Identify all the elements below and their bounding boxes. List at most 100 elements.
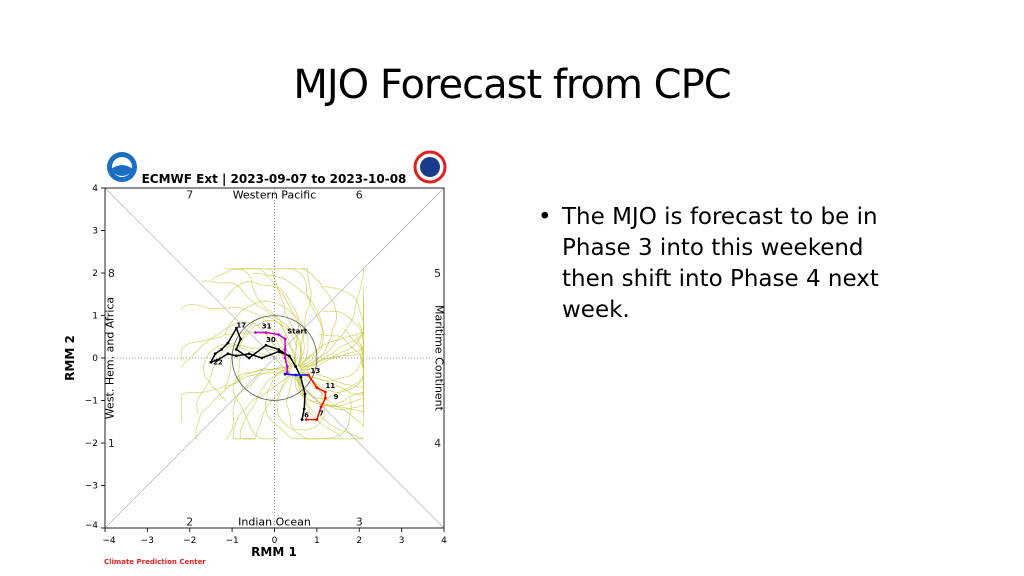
ensemble-line xyxy=(180,331,295,367)
data-point xyxy=(283,348,287,351)
ensemble-line xyxy=(276,373,326,431)
data-point xyxy=(323,390,327,394)
region-label-bottom: Indian Ocean xyxy=(238,516,311,529)
ensemble-line xyxy=(252,272,324,368)
ensemble-line xyxy=(225,366,292,440)
x-tick-label: −2 xyxy=(183,536,196,546)
y-tick-label: 4 xyxy=(92,184,98,194)
bullet-list: • The MJO is forecast to be in Phase 3 i… xyxy=(538,202,898,326)
x-tick-label: 2 xyxy=(356,536,362,546)
data-point xyxy=(294,373,298,377)
data-point xyxy=(220,348,223,351)
ensemble-line xyxy=(296,375,364,440)
ensemble-line xyxy=(232,373,292,440)
ensemble-line xyxy=(235,268,302,367)
point-label: 13 xyxy=(311,367,321,375)
data-point xyxy=(303,392,307,396)
ensemble-members xyxy=(180,268,364,440)
data-point xyxy=(277,348,281,351)
point-label: 9 xyxy=(334,393,339,401)
ensemble-line xyxy=(223,281,305,367)
y-tick-label: −3 xyxy=(85,482,98,492)
ensemble-line xyxy=(224,300,309,368)
bullet-text: The MJO is forecast to be in Phase 3 int… xyxy=(562,204,879,323)
data-point xyxy=(215,358,219,362)
series-forecast-a xyxy=(255,331,288,373)
point-label: 30 xyxy=(266,336,276,344)
phase-label-5: 5 xyxy=(434,267,441,280)
data-point xyxy=(287,354,291,358)
data-point xyxy=(234,348,238,351)
data-point xyxy=(226,341,230,345)
data-point xyxy=(299,375,303,379)
y-axis-label: RMM 2 xyxy=(63,335,77,381)
data-point xyxy=(226,352,230,356)
slide-title: MJO Forecast from CPC xyxy=(293,62,731,108)
data-point xyxy=(239,337,243,341)
data-point xyxy=(283,372,287,376)
point-label: 6 xyxy=(304,412,309,420)
data-point xyxy=(264,331,268,334)
point-label: 11 xyxy=(325,382,335,390)
x-tick-label: −1 xyxy=(225,536,238,546)
bullet-icon: • xyxy=(538,204,552,230)
x-tick-label: −4 xyxy=(102,536,116,546)
data-point xyxy=(319,405,323,409)
data-point xyxy=(283,356,287,360)
data-point xyxy=(277,350,281,354)
data-point xyxy=(323,396,327,400)
y-tick-label: −4 xyxy=(85,521,99,531)
point-label: 31 xyxy=(262,322,272,330)
data-point xyxy=(277,333,281,337)
x-axis-label: RMM 1 xyxy=(251,545,297,559)
point-label: 7 xyxy=(319,409,324,417)
ensemble-line xyxy=(180,370,291,421)
phase-label-3: 3 xyxy=(356,516,363,529)
ensemble-line xyxy=(297,268,312,367)
data-point xyxy=(234,354,238,358)
data-point xyxy=(234,326,238,330)
phase-label-1: 1 xyxy=(108,437,115,450)
data-point xyxy=(213,352,217,356)
footer-credit: Climate Prediction Center xyxy=(104,558,206,566)
ensemble-line xyxy=(287,268,338,370)
data-point xyxy=(264,343,268,347)
data-point xyxy=(302,407,306,411)
ensemble-line xyxy=(195,368,291,440)
x-tick-label: 3 xyxy=(399,536,405,546)
y-tick-label: −1 xyxy=(85,397,98,407)
ensemble-line xyxy=(232,367,291,440)
ensemble-line xyxy=(300,310,364,382)
phase-label-8: 8 xyxy=(108,267,115,280)
phase-label-2: 2 xyxy=(186,516,193,529)
chart-title: ECMWF Ext | 2023-09-07 to 2023-10-08 xyxy=(142,172,407,186)
ensemble-line xyxy=(298,374,364,428)
y-tick-label: 2 xyxy=(92,269,98,279)
data-point xyxy=(209,360,213,364)
region-label-top: Western Pacific xyxy=(233,188,317,201)
data-point xyxy=(283,337,287,341)
phase-label-6: 6 xyxy=(356,188,363,201)
y-tick-label: −2 xyxy=(85,439,98,449)
ensemble-line xyxy=(300,268,364,370)
data-point xyxy=(315,386,319,390)
ensemble-line xyxy=(201,280,303,367)
data-point xyxy=(304,418,308,422)
ensemble-line xyxy=(180,304,296,366)
phase-diagonal xyxy=(104,187,445,529)
x-tick-label: 4 xyxy=(441,536,447,546)
data-point xyxy=(300,418,304,422)
data-point xyxy=(260,356,264,360)
data-point xyxy=(315,418,319,422)
phase-label-7: 7 xyxy=(186,188,193,201)
unit-circle xyxy=(231,315,318,401)
data-point xyxy=(307,373,310,377)
ensemble-line xyxy=(264,370,342,440)
data-point xyxy=(294,365,298,368)
data-point xyxy=(254,331,257,334)
data-point xyxy=(247,356,251,360)
ensemble-line xyxy=(243,374,293,440)
ensemble-line xyxy=(224,319,297,390)
y-tick-label: 3 xyxy=(92,227,98,237)
